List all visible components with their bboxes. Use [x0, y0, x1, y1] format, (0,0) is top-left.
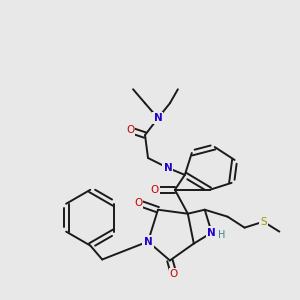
Text: S: S — [260, 217, 267, 227]
Text: N: N — [144, 237, 152, 247]
Text: O: O — [151, 185, 159, 195]
Text: N: N — [164, 163, 172, 173]
Text: O: O — [170, 269, 178, 279]
Text: O: O — [126, 125, 134, 135]
Text: N: N — [154, 113, 162, 123]
Text: O: O — [134, 198, 142, 208]
Text: H: H — [218, 230, 225, 240]
Text: N: N — [207, 228, 216, 238]
